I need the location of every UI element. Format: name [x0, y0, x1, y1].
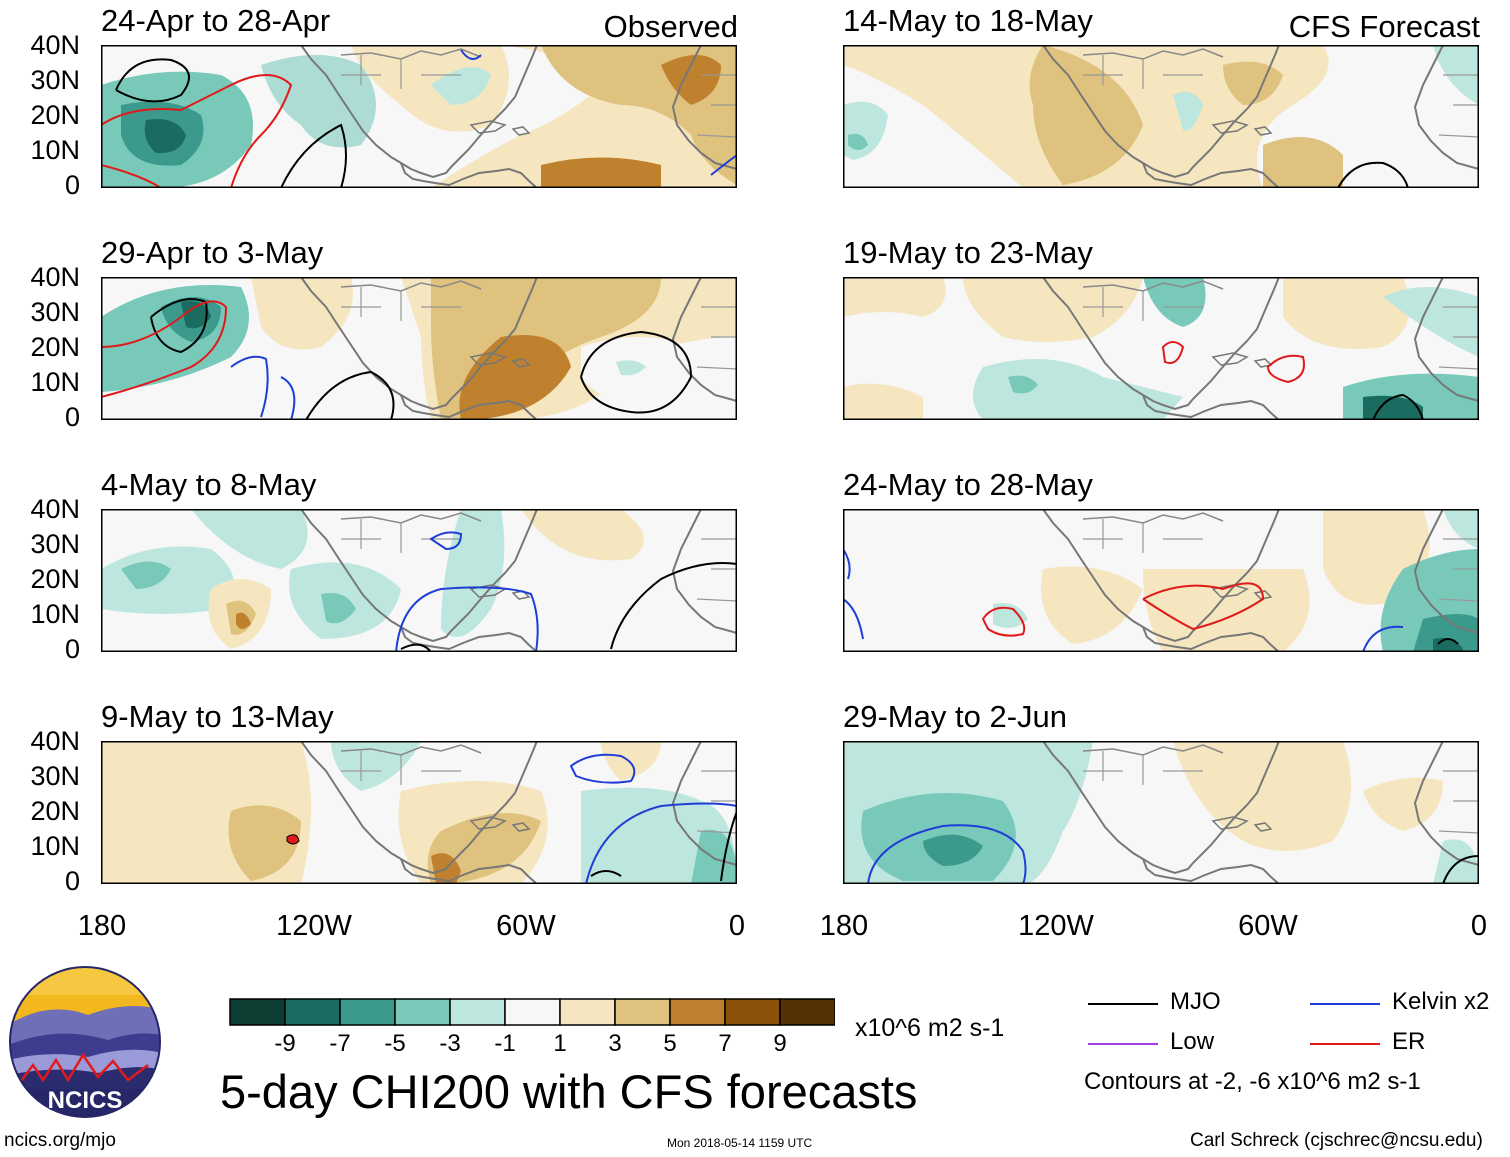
panel-2-title: 29-Apr to 3-May: [101, 235, 324, 270]
colorbar-swatch: [559, 998, 616, 1026]
y-tick-label: 20N: [30, 564, 80, 594]
y-tick-label: 0: [64, 170, 80, 200]
x-tick-label-right: 60W: [1238, 910, 1298, 942]
colorbar-label: 5: [663, 1030, 677, 1057]
colorbar-label: -1: [494, 1030, 516, 1057]
colorbar-label: -5: [384, 1030, 406, 1057]
colorbar-label: 3: [608, 1030, 622, 1057]
y-tick-label: 40N: [30, 494, 80, 524]
legend-low-label: Low: [1170, 1028, 1215, 1055]
colorbar-swatch: [614, 998, 671, 1026]
colorbar-label: 1: [553, 1030, 567, 1057]
y-tick-label: 30N: [30, 65, 80, 95]
panel-1-tag: Observed: [603, 9, 738, 44]
map-panel-7: [843, 509, 1479, 652]
y-tick-label: 20N: [30, 332, 80, 362]
panel-6-title: 19-May to 23-May: [843, 235, 1093, 270]
map-panel-5: [843, 45, 1479, 188]
x-tick-label-right: 0: [1470, 910, 1488, 942]
y-tick-label: 20N: [30, 100, 80, 130]
x-tick-label-right: 120W: [1018, 910, 1094, 942]
panel-7-title: 24-May to 28-May: [843, 467, 1093, 502]
map-panel-6: [843, 277, 1479, 420]
legend-kelvin-line: [1310, 1003, 1380, 1005]
colorbar-units: x10^6 m2 s-1: [855, 1014, 1005, 1042]
y-tick-label: 30N: [30, 529, 80, 559]
colorbar-swatch: [394, 998, 451, 1026]
colorbar-label: -7: [329, 1030, 351, 1057]
ncics-logo: NCICS: [9, 966, 161, 1118]
y-tick-label: 10N: [30, 367, 80, 397]
colorbar-swatch: [669, 998, 726, 1026]
colorbar-swatch: [284, 998, 341, 1026]
y-tick-label: 20N: [30, 796, 80, 826]
y-tick-label: 40N: [30, 726, 80, 756]
map-panel-4: [101, 741, 737, 884]
colorbar-swatch: [449, 998, 506, 1026]
colorbar-label: 7: [718, 1030, 732, 1057]
panel-8-title: 29-May to 2-Jun: [843, 699, 1067, 734]
map-panel-8: [843, 741, 1479, 884]
footer-author: Carl Schreck (cjschrec@ncsu.edu): [1190, 1130, 1483, 1151]
y-tick-label: 30N: [30, 761, 80, 791]
map-panel-2: [101, 277, 737, 420]
x-tick-label-left: 180: [77, 910, 127, 942]
colorbar-swatch: [229, 998, 286, 1026]
y-tick-label: 30N: [30, 297, 80, 327]
y-tick-label: 40N: [30, 30, 80, 60]
y-tick-label: 10N: [30, 831, 80, 861]
colorbar: [229, 998, 835, 1026]
colorbar-swatch: [504, 998, 561, 1026]
map-panel-1: [101, 45, 737, 188]
colorbar-label: -9: [274, 1030, 296, 1057]
legend-er-label: ER: [1392, 1028, 1426, 1055]
logo-text: NCICS: [48, 1087, 123, 1114]
colorbar-label: -3: [439, 1030, 461, 1057]
panel-5-title: 14-May to 18-May: [843, 3, 1093, 38]
x-tick-label-left: 60W: [496, 910, 556, 942]
legend-mjo-label: MJO: [1170, 988, 1221, 1015]
main-title: 5-day CHI200 with CFS forecasts: [220, 1065, 918, 1118]
y-tick-label: 0: [64, 402, 80, 432]
panel-5-tag: CFS Forecast: [1288, 9, 1480, 44]
footer-timestamp: Mon 2018-05-14 1159 UTC: [667, 1136, 813, 1150]
x-tick-label-left: 0: [728, 910, 746, 942]
map-panel-3: [101, 509, 737, 652]
legend-low-line: [1088, 1043, 1158, 1045]
panel-3-title: 4-May to 8-May: [101, 467, 317, 502]
panel-1-title: 24-Apr to 28-Apr: [101, 3, 331, 38]
y-tick-label: 0: [64, 866, 80, 896]
colorbar-label: 9: [773, 1030, 787, 1057]
legend-er-line: [1310, 1043, 1380, 1045]
colorbar-swatch: [724, 998, 781, 1026]
panel-4-title: 9-May to 13-May: [101, 699, 334, 734]
colorbar-swatch: [779, 998, 835, 1026]
y-tick-label: 10N: [30, 135, 80, 165]
x-tick-label-left: 120W: [276, 910, 352, 942]
y-tick-label: 40N: [30, 262, 80, 292]
legend-mjo-line: [1088, 1003, 1158, 1005]
footer-url[interactable]: ncics.org/mjo: [4, 1130, 116, 1151]
legend-note: Contours at -2, -6 x10^6 m2 s-1: [1084, 1068, 1421, 1095]
x-tick-label-right: 180: [819, 910, 869, 942]
legend-kelvin-label: Kelvin x2: [1392, 988, 1490, 1015]
y-tick-label: 10N: [30, 599, 80, 629]
colorbar-swatch: [339, 998, 396, 1026]
y-tick-label: 0: [64, 634, 80, 664]
